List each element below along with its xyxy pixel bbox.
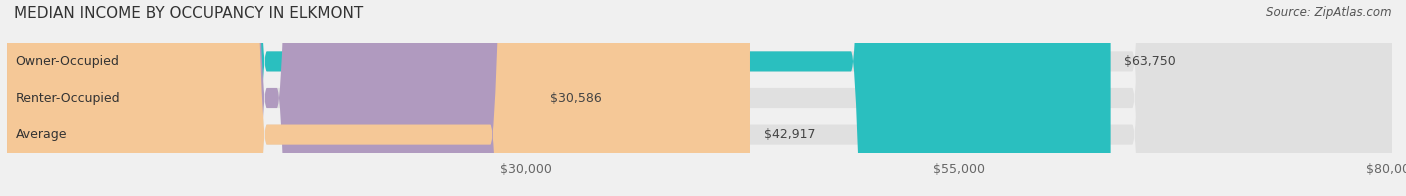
Text: Owner-Occupied: Owner-Occupied: [15, 55, 120, 68]
FancyBboxPatch shape: [7, 0, 1392, 196]
FancyBboxPatch shape: [7, 0, 1392, 196]
Text: $30,586: $30,586: [550, 92, 602, 104]
Text: $42,917: $42,917: [763, 128, 815, 141]
FancyBboxPatch shape: [7, 0, 537, 196]
Text: Source: ZipAtlas.com: Source: ZipAtlas.com: [1267, 6, 1392, 19]
Text: Average: Average: [15, 128, 67, 141]
FancyBboxPatch shape: [7, 0, 1111, 196]
Text: Renter-Occupied: Renter-Occupied: [15, 92, 121, 104]
FancyBboxPatch shape: [7, 0, 1392, 196]
FancyBboxPatch shape: [7, 0, 749, 196]
Text: MEDIAN INCOME BY OCCUPANCY IN ELKMONT: MEDIAN INCOME BY OCCUPANCY IN ELKMONT: [14, 6, 363, 21]
Text: $63,750: $63,750: [1125, 55, 1177, 68]
